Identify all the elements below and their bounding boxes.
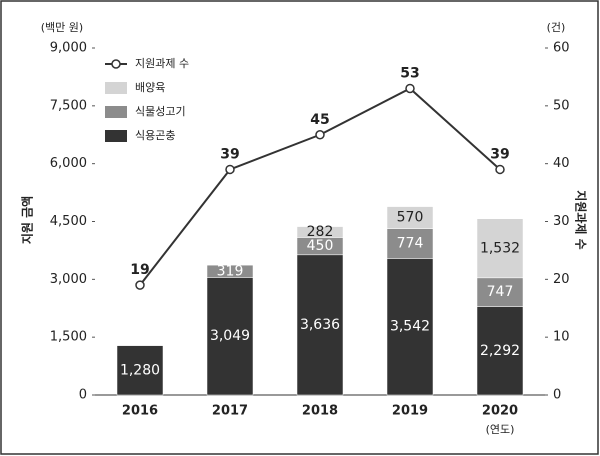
y2-tick-label: 0 [553,388,561,403]
data-label: 774 [397,236,424,252]
data-label: 39 [490,146,509,162]
x-tick-label: 2016 [122,404,158,419]
y-tick-label: 3,000 [50,272,87,287]
y-tick-label: 6,000 [50,156,87,171]
x-tick-label: 2020 [482,404,518,419]
legend-label: 배양육 [135,81,165,94]
legend-swatch [105,130,127,142]
data-label: 1,532 [480,240,520,256]
legend-swatch [105,106,127,118]
x-tick-label: 2018 [302,404,338,419]
line-point [135,280,145,290]
line-point [225,164,235,175]
data-label: 3,636 [300,317,340,333]
legend-label: 식물성고기 [135,105,186,118]
data-label: 53 [400,65,419,81]
line-point [405,83,415,94]
x-tick-label: 2017 [212,404,248,419]
data-label: 45 [310,112,329,128]
legend-swatch [105,82,127,94]
bar-segment [386,258,434,396]
y2-tick-label: 20 [553,272,570,287]
y-tick-label: 7,500 [50,98,87,113]
data-label: 319 [217,263,244,279]
y2-tick-label: 60 [553,41,570,56]
bar-segment [386,206,434,229]
y-tick-label: 9,000 [50,41,87,56]
data-label: 19 [130,262,149,278]
y2-axis-label: 지원과제 수 [574,190,589,249]
y-tick-label: 0 [79,388,87,403]
y2-tick-label: 10 [553,330,570,345]
bar-segment [116,345,164,396]
y-axis-label: 지원 금액 [20,196,35,244]
legend-label: 지원과제 수 [135,57,189,70]
x-tick-label: 2019 [392,404,428,419]
y-unit: (백만 원) [41,21,83,34]
x-axis-label: (연도) [486,423,515,436]
bar-segment [386,228,434,259]
data-label: 2,292 [480,343,520,359]
data-label: 450 [307,238,334,254]
bar-segment [206,264,254,278]
y2-tick-label: 50 [553,98,570,113]
data-label: 3,049 [210,328,250,344]
legend-label: 식용곤충 [135,129,175,142]
data-label: 3,542 [390,319,430,335]
y2-tick-label: 40 [553,156,570,171]
data-label: 747 [487,284,514,300]
line-point [495,164,505,175]
y-tick-label: 1,500 [50,330,87,345]
legend-marker [111,59,121,69]
data-label: 282 [307,224,334,240]
y2-tick-label: 30 [553,214,570,229]
y-tick-label: 4,500 [50,214,87,229]
y2-unit: (건) [547,21,566,34]
data-label: 39 [220,146,239,162]
bar-segment [476,218,524,279]
data-label: 1,280 [120,362,160,378]
bar-segment [476,306,524,396]
bar-segment [296,226,344,238]
data-label: 570 [397,210,424,226]
line-point [315,130,325,140]
bar-segment [476,277,524,307]
